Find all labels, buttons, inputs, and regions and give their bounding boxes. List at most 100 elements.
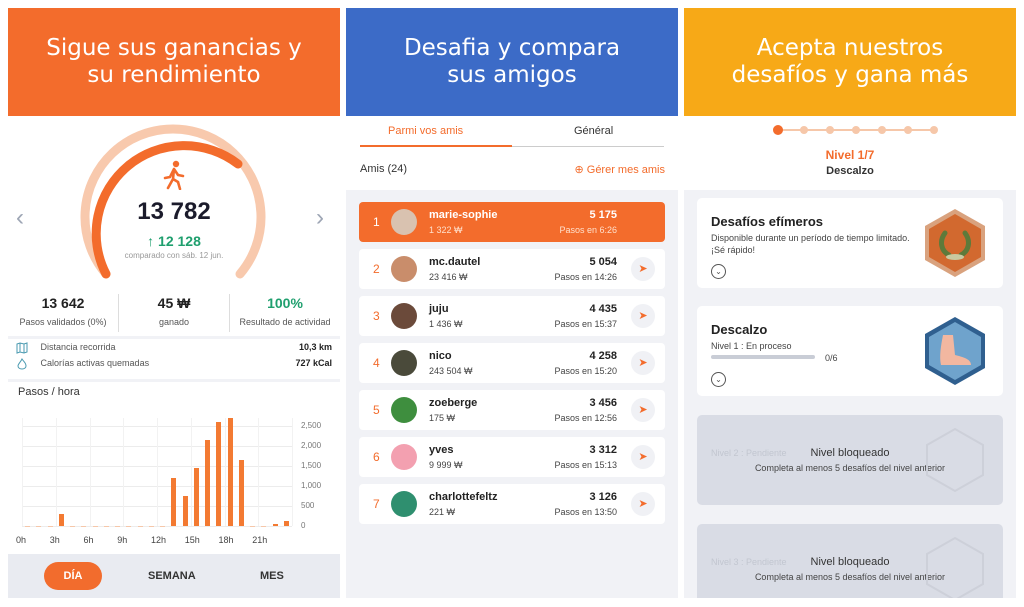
map-icon — [16, 342, 28, 354]
avatar[interactable] — [391, 444, 417, 470]
chart-bar — [238, 460, 244, 526]
foot-badge-icon — [925, 317, 985, 385]
friend-name: zoeberge — [429, 397, 478, 409]
panel-challenges: Acepta nuestros desafíos y gana más Nive… — [684, 8, 1016, 598]
friend-row[interactable]: 1 marie-sophie 1 322 ₩ 5 175 Pasos en 6:26 — [359, 202, 665, 242]
send-icon[interactable]: ➤ — [631, 304, 655, 328]
x-tick-label: 18h — [218, 535, 234, 545]
locked1-title: Nivel bloqueado — [810, 447, 890, 459]
panel-friends: Desafia y compara sus amigos Parmi vos a… — [346, 8, 678, 598]
manage-friends-link[interactable]: ⊕ Gérer mes amis — [574, 164, 665, 176]
friend-name: mc.dautel — [429, 256, 481, 268]
avatar[interactable] — [391, 303, 417, 329]
panel-earnings: Sigue sus ganancias y su rendimiento 13 … — [8, 8, 340, 598]
locked-level-2: Nivel 2 : Pendiente Nivel bloqueado Comp… — [697, 415, 1003, 505]
friend-coins: 221 ₩ — [429, 507, 456, 517]
chart-bar — [47, 525, 53, 526]
friend-row[interactable]: 4 nico 243 504 ₩ 4 258 Pasos en 15:20 ➤ — [359, 343, 665, 383]
locked1-ghost: Nivel 2 : Pendiente — [711, 448, 787, 458]
friend-rank: 6 — [373, 450, 380, 464]
friend-coins: 1 322 ₩ — [429, 225, 463, 235]
friend-coins: 243 504 ₩ — [429, 366, 473, 376]
prev-day-chevron-icon[interactable]: ‹ — [16, 204, 24, 231]
friend-coins: 23 416 ₩ — [429, 272, 468, 282]
panel3-title: Acepta nuestros desafíos y gana más — [731, 35, 969, 88]
friend-time: Pasos en 15:13 — [554, 460, 617, 470]
friend-steps: 5 175 — [589, 209, 617, 221]
y-tick-label: 1,500 — [301, 461, 322, 470]
friend-time: Pasos en 13:50 — [554, 507, 617, 517]
send-icon[interactable]: ➤ — [631, 398, 655, 422]
friend-time: Pasos en 14:26 — [554, 272, 617, 282]
chart-bar — [283, 520, 289, 526]
tab-underline — [360, 145, 512, 147]
send-icon[interactable]: ➤ — [631, 351, 655, 375]
friend-time: Pasos en 15:20 — [554, 366, 617, 376]
stat-activity: 100% Resultado de actividad — [230, 295, 340, 327]
avatar[interactable] — [391, 397, 417, 423]
next-day-chevron-icon[interactable]: › — [316, 204, 324, 231]
friend-name: nico — [429, 350, 452, 362]
stat-earned-value: 45 ₩ — [157, 295, 191, 311]
stat-validated: 13 642 Pasos validados (0%) — [8, 295, 118, 327]
x-tick-label: 6h — [83, 535, 94, 545]
friend-name: yves — [429, 444, 454, 456]
locked-badge-icon — [926, 427, 984, 493]
walking-icon — [163, 160, 185, 190]
friend-time: Pasos en 12:56 — [554, 413, 617, 423]
tab-day[interactable]: DÍA — [44, 562, 102, 590]
calories-label: Calorías activas quemadas — [40, 358, 150, 369]
friend-row[interactable]: 6 yves 9 999 ₩ 3 312 Pasos en 15:13 ➤ — [359, 437, 665, 477]
avatar[interactable] — [391, 491, 417, 517]
chart-bar — [115, 525, 121, 526]
tab-month[interactable]: MES — [260, 570, 284, 582]
tab-week[interactable]: SEMANA — [148, 570, 196, 582]
challenge-card-barefoot[interactable]: Descalzo Nivel 1 : En proceso 0/6 ⌄ — [697, 306, 1003, 396]
chart-bar — [250, 525, 256, 526]
expand-chevron-icon[interactable]: ⌄ — [711, 372, 726, 387]
steps-chart: 0 500 1,000 1,500 2,000 2,500 0h 3h 6h 9h 12h 15h 18… — [8, 8, 340, 598]
friend-steps: 4 435 — [589, 303, 617, 315]
level-progress-dots — [773, 125, 938, 135]
friend-name: juju — [429, 303, 449, 315]
friend-coins: 175 ₩ — [429, 413, 456, 423]
locked-level-3: Nivel 3 : Pendiente Nivel bloqueado Comp… — [697, 524, 1003, 598]
friend-row[interactable]: 2 mc.dautel 23 416 ₩ 5 054 Pasos en 14:26 ➤ — [359, 249, 665, 289]
flame-icon — [17, 358, 27, 370]
gridline-vertical — [157, 418, 158, 526]
send-icon[interactable]: ➤ — [631, 492, 655, 516]
gridline — [22, 526, 292, 527]
chart-bar — [103, 525, 109, 526]
panel2-header: Desafia y compara sus amigos — [346, 8, 678, 124]
friend-name: marie-sophie — [429, 209, 498, 221]
friend-row[interactable]: 7 charlottefeltz 221 ₩ 3 126 Pasos en 13:50 ➤ — [359, 484, 665, 524]
x-tick-label: 12h — [151, 535, 167, 545]
expand-chevron-icon[interactable]: ⌄ — [711, 264, 726, 279]
send-icon[interactable]: ➤ — [631, 445, 655, 469]
friend-coins: 9 999 ₩ — [429, 460, 463, 470]
locked2-desc: Completa al menos 5 desafíos del nivel a… — [754, 572, 946, 582]
friends-top-card — [346, 116, 678, 190]
divider — [229, 294, 230, 332]
card2-desc: Nivel 1 : En proceso — [711, 341, 792, 351]
friends-count: Amis (24) — [360, 163, 408, 175]
calories-row: Calorías activas quemadas 727 kCal — [16, 358, 332, 370]
calories-value: 727 kCal — [295, 358, 332, 368]
friend-row[interactable]: 3 juju 1 436 ₩ 4 435 Pasos en 15:37 ➤ — [359, 296, 665, 336]
chart-bar — [148, 525, 154, 526]
avatar[interactable] — [391, 350, 417, 376]
avatar[interactable] — [391, 209, 417, 235]
gridline-vertical — [89, 418, 91, 526]
avatar[interactable] — [391, 256, 417, 282]
tab-friends[interactable]: Parmi vos amis — [388, 125, 464, 137]
card2-progress-bar — [711, 355, 815, 359]
tab-general[interactable]: Général — [574, 125, 614, 137]
challenge-card-ephemeral[interactable]: Desafíos efímeros Disponible durante un … — [697, 198, 1003, 288]
friend-row[interactable]: 5 zoeberge 175 ₩ 3 456 Pasos en 12:56 ➤ — [359, 390, 665, 430]
gridline-vertical — [292, 418, 293, 526]
steps-total: 13 782 — [137, 198, 211, 225]
panel1-title: Sigue sus ganancias y su rendimiento — [46, 35, 302, 88]
send-icon[interactable]: ➤ — [631, 257, 655, 281]
gridline-vertical — [190, 418, 192, 526]
y-tick-label: 2,000 — [301, 441, 322, 450]
